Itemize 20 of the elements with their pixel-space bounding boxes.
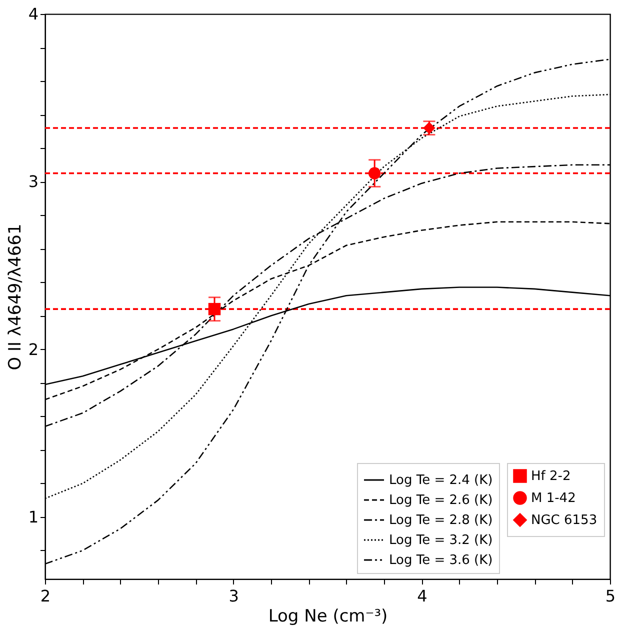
y-tick-label: 3 [28,172,38,192]
legend-label: Log Te = 3.2 (K) [389,533,493,548]
x-tick-label: 2 [40,586,51,606]
legend-label: Log Te = 3.6 (K) [389,553,493,568]
point [368,167,381,180]
x-axis-title: Log Ne (cm⁻³) [268,606,388,626]
y-tick-label: 1 [28,507,38,526]
legend-label: Log Te = 2.6 (K) [389,493,493,508]
y-axis-title: O II λ4649/λ4661 [5,224,26,370]
legend-label: Hf 2-2 [531,469,571,484]
legend-label: Log Te = 2.4 (K) [389,473,493,488]
x-tick-label: 4 [417,586,428,606]
legend-label: M 1-42 [531,491,576,506]
legend-label: Log Te = 2.8 (K) [389,513,493,528]
point [208,302,221,316]
legend-label: NGC 6153 [531,513,598,528]
y-tick-label: 2 [28,340,38,359]
y-tick-label: 4 [28,4,38,24]
x-tick-label: 5 [605,586,616,606]
x-tick-label: 3 [228,586,239,606]
